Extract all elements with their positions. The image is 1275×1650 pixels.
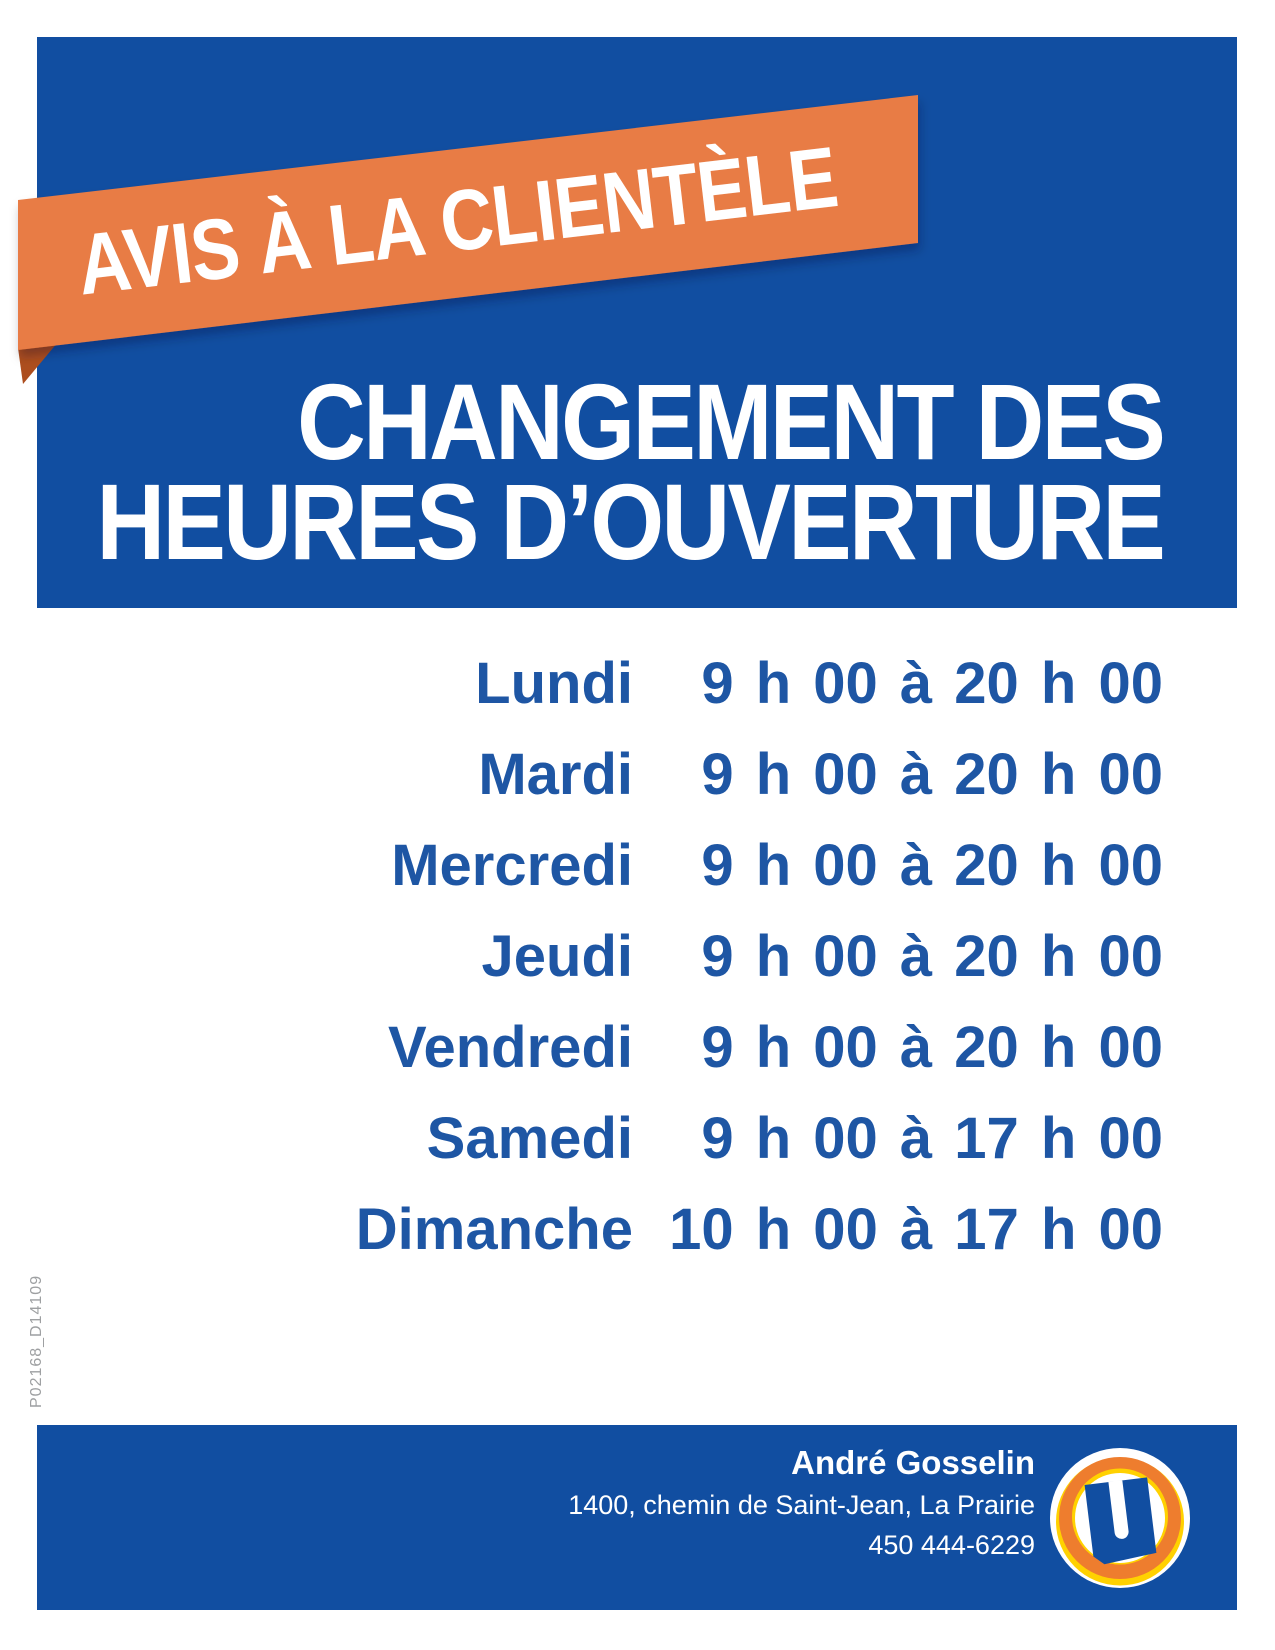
hours-value: 9 h 00 à 20 h 00 [701, 833, 1163, 898]
store-address: 1400, chemin de Saint-Jean, La Prairie [568, 1490, 1035, 1520]
opening-hours-table: Lundi 9 h 00 à 20 h 00 Mardi 9 h 00 à 20… [0, 650, 1275, 1287]
ribbon-band [18, 95, 918, 350]
table-row: Samedi 9 h 00 à 17 h 00 [0, 1105, 1275, 1196]
table-row: Vendredi 9 h 00 à 20 h 00 [0, 1014, 1275, 1105]
hours-value: 9 h 00 à 17 h 00 [701, 1106, 1163, 1171]
day-label: Jeudi [481, 924, 634, 989]
print-code: P02168_D14109 [28, 1274, 45, 1408]
table-row: Mercredi 9 h 00 à 20 h 00 [0, 832, 1275, 923]
table-row: Dimanche 10 h 00 à 17 h 00 [0, 1196, 1275, 1287]
footer-bar: André Gosselin 1400, chemin de Saint-Jea… [37, 1425, 1237, 1610]
day-label: Dimanche [355, 1197, 633, 1262]
page-title-line1: CHANGEMENT DES [297, 361, 1166, 482]
store-phone: 450 444-6229 [868, 1530, 1035, 1560]
hours-value: 9 h 00 à 20 h 00 [701, 1015, 1163, 1080]
day-label: Samedi [426, 1106, 633, 1171]
day-label: Mercredi [391, 833, 633, 898]
ribbon-banner-shape [18, 95, 918, 384]
table-row: Mardi 9 h 00 à 20 h 00 [0, 741, 1275, 832]
page-title: CHANGEMENT DES HEURES D’OUVERTURE [96, 361, 1166, 583]
day-label: Lundi [475, 651, 633, 716]
store-owner-name: André Gosselin [791, 1444, 1035, 1481]
day-label: Vendredi [388, 1015, 633, 1080]
table-row: Jeudi 9 h 00 à 20 h 00 [0, 923, 1275, 1014]
hours-value: 10 h 00 à 17 h 00 [669, 1197, 1163, 1262]
day-label: Mardi [478, 742, 633, 807]
ribbon-fold-triangle [18, 342, 58, 384]
hours-value: 9 h 00 à 20 h 00 [701, 651, 1163, 716]
hours-value: 9 h 00 à 20 h 00 [701, 742, 1163, 807]
uniprix-u-logo-icon [1050, 1448, 1190, 1588]
logo-letter-u [1084, 1477, 1157, 1565]
hours-value: 9 h 00 à 20 h 00 [701, 924, 1163, 989]
page-title-line2: HEURES D’OUVERTURE [96, 461, 1165, 583]
table-row: Lundi 9 h 00 à 20 h 00 [0, 650, 1275, 741]
store-contact-block: André Gosselin 1400, chemin de Saint-Jea… [568, 1441, 1035, 1565]
